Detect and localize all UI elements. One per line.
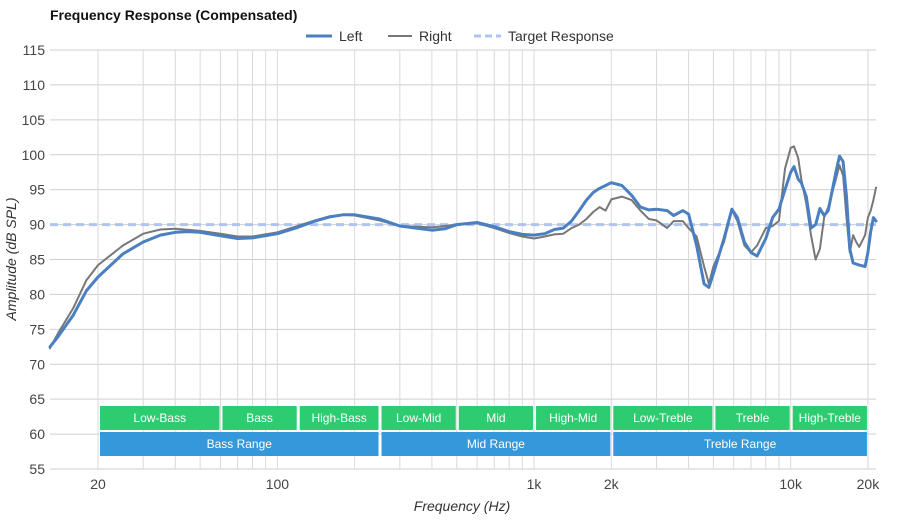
band-label: Low-Bass [133, 411, 186, 425]
band-rect [613, 432, 867, 456]
band-rect [613, 406, 713, 430]
band-rect [100, 432, 379, 456]
y-tick-label: 65 [29, 391, 45, 407]
chart-title: Frequency Response (Compensated) [50, 7, 297, 23]
band-label: Bass Range [207, 437, 273, 451]
y-tick-label: 95 [29, 182, 45, 198]
band-rect [222, 406, 297, 430]
band-rect [715, 406, 790, 430]
band-rect [381, 406, 456, 430]
x-tick-label: 2k [604, 476, 620, 492]
band-rect [458, 406, 534, 430]
x-tick-label: 1k [527, 476, 543, 492]
band-label: Low-Mid [396, 411, 441, 425]
series-line-right [49, 145, 877, 350]
grid [50, 49, 876, 470]
band-label: Low-Treble [633, 411, 693, 425]
y-tick-label: 75 [29, 321, 45, 337]
band-label: Bass [246, 411, 273, 425]
band-rect [792, 406, 867, 430]
band-rect [299, 406, 379, 430]
y-tick-label: 115 [23, 42, 46, 58]
band-label: Mid [486, 411, 505, 425]
legend-left-label[interactable]: Left [339, 28, 362, 44]
y-tick-label: 70 [29, 356, 45, 372]
y-tick-label: 105 [22, 112, 46, 128]
band-label: High-Mid [549, 411, 597, 425]
y-tick-label: 85 [29, 252, 45, 268]
x-tick-label: 20k [857, 476, 881, 492]
band-label: Treble Range [704, 437, 777, 451]
y-axis-title: Amplitude (dB SPL) [3, 198, 19, 322]
y-tick-label: 60 [29, 426, 45, 442]
x-tick-label: 10k [779, 476, 803, 492]
y-tick-label: 110 [23, 77, 46, 93]
series-line-left [48, 154, 878, 349]
x-tick-label: 100 [266, 476, 290, 492]
x-tick-label: 20 [90, 476, 106, 492]
legend: Left Right Target Response [306, 28, 614, 44]
band-label: Mid Range [467, 437, 525, 451]
x-axis-title: Frequency (Hz) [414, 498, 510, 514]
legend-target-label[interactable]: Target Response [508, 28, 614, 44]
series-lines [48, 145, 878, 350]
y-tick-label: 100 [22, 147, 46, 163]
band-rect [100, 406, 220, 430]
band-rect [381, 432, 611, 456]
y-tick-label: 80 [29, 286, 45, 302]
y-axis-ticks: 55 60 65 70 75 80 85 90 95 100 105 110 115 [22, 42, 46, 477]
frequency-bands: Low-Bass Bass High-Bass Low-Mid Mid High-Mid L… [100, 406, 867, 456]
band-label: High-Treble [799, 411, 862, 425]
y-tick-label: 90 [29, 217, 45, 233]
band-rect [536, 406, 611, 430]
band-label: Treble [736, 411, 770, 425]
x-axis-ticks: 20 100 1k 2k 10k 20k [90, 476, 880, 492]
y-tick-label: 55 [29, 461, 45, 477]
band-label: High-Bass [311, 411, 366, 425]
legend-right-label[interactable]: Right [419, 28, 452, 44]
